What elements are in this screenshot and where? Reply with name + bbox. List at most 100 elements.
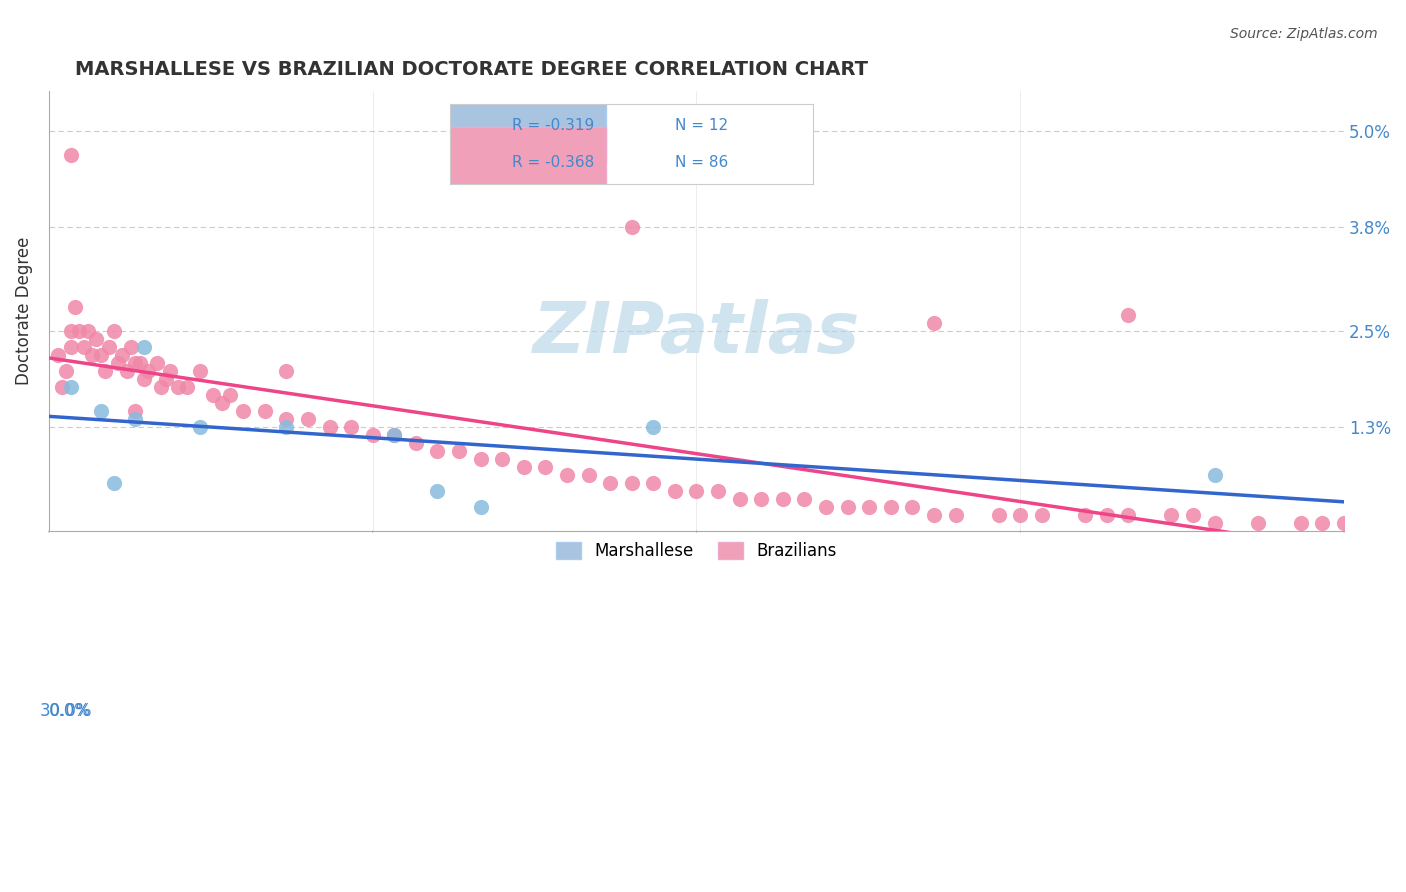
Point [159,364,181,378]
Point [103,324,125,338]
Point [987,508,1010,522]
Point [1160,508,1182,522]
Point [132,372,155,386]
Point [1204,468,1226,483]
Point [426,483,449,498]
Point [491,452,513,467]
Point [513,460,536,475]
Point [176,380,198,394]
Point [599,476,621,491]
Point [59,340,82,354]
Point [297,412,319,426]
Point [361,428,384,442]
Point [63,300,86,314]
Point [219,388,242,402]
Point [620,476,643,491]
Point [124,356,146,370]
Point [880,500,903,514]
Text: MARSHALLESE VS BRAZILIAN DOCTORATE DEGREE CORRELATION CHART: MARSHALLESE VS BRAZILIAN DOCTORATE DEGRE… [75,60,868,78]
Point [945,508,967,522]
Point [620,220,643,235]
Point [1074,508,1097,522]
Point [146,356,169,370]
Point [111,348,134,362]
Point [211,396,233,410]
Point [470,452,492,467]
Point [318,420,340,434]
Point [46,348,69,362]
Point [115,364,138,378]
Point [76,324,98,338]
Point [1204,516,1226,530]
Point [90,404,112,418]
Point [1031,508,1053,522]
Point [664,483,686,498]
Point [232,404,254,418]
Point [578,468,600,483]
Point [382,428,405,442]
Point [94,364,117,378]
Point [1116,308,1139,322]
Point [643,420,665,434]
Point [837,500,859,514]
Point [858,500,880,514]
Text: ZIPatlas: ZIPatlas [533,299,860,368]
Point [55,364,77,378]
Point [749,491,772,506]
Point [1247,516,1270,530]
Point [276,364,298,378]
Point [59,148,82,162]
Point [814,500,837,514]
Point [128,356,150,370]
Point [382,428,405,442]
Point [82,348,104,362]
Point [120,340,142,354]
Text: 0.0%: 0.0% [49,702,91,720]
Point [728,491,751,506]
Point [188,420,211,434]
Point [922,508,945,522]
Point [51,380,73,394]
Point [1010,508,1032,522]
Point [188,364,211,378]
Point [707,483,730,498]
Point [555,468,578,483]
Point [90,348,112,362]
Point [98,340,121,354]
Point [1095,508,1118,522]
Text: 30.0%: 30.0% [39,702,93,720]
Point [59,380,82,394]
Text: Source: ZipAtlas.com: Source: ZipAtlas.com [1230,27,1378,41]
Point [1289,516,1312,530]
Point [253,404,276,418]
Point [449,444,471,458]
Point [150,380,173,394]
Point [1181,508,1204,522]
Point [922,316,945,330]
Point [124,404,146,418]
Point [155,372,177,386]
Point [1116,508,1139,522]
Point [405,436,427,450]
Point [103,476,125,491]
Point [1333,516,1355,530]
Point [202,388,225,402]
Legend: Marshallese, Brazilians: Marshallese, Brazilians [550,535,844,566]
Point [86,332,108,346]
Point [643,476,665,491]
Point [793,491,815,506]
Point [167,380,190,394]
Point [772,491,794,506]
Point [136,364,159,378]
Point [67,324,90,338]
Point [124,412,146,426]
Point [470,500,492,514]
Point [1312,516,1334,530]
Point [132,340,155,354]
Point [276,420,298,434]
Point [685,483,707,498]
Point [72,340,94,354]
Point [276,412,298,426]
Point [901,500,924,514]
Point [107,356,129,370]
